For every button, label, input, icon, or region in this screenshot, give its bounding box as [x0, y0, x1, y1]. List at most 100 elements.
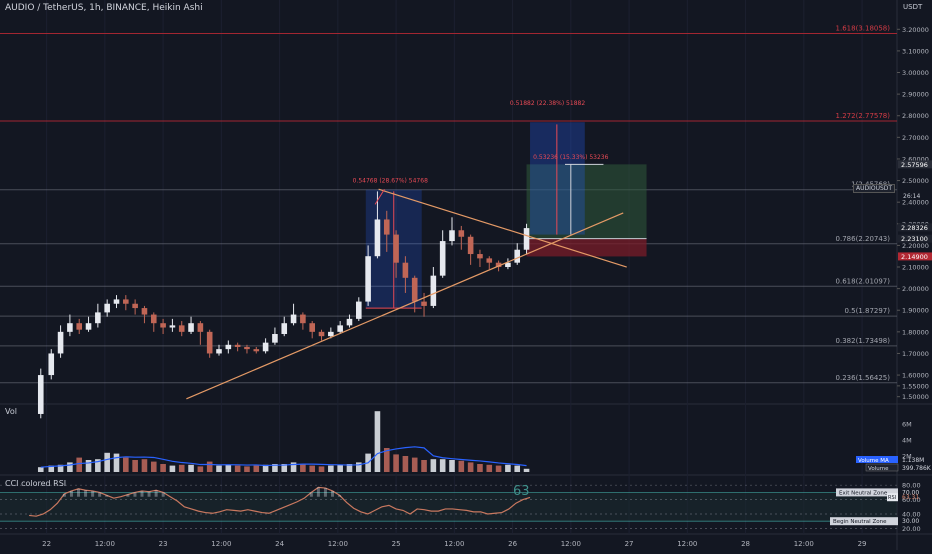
candle-body: [346, 318, 353, 326]
volume-bar: [318, 466, 325, 472]
price-tag-label: 2.23100: [901, 235, 928, 243]
candle-body: [169, 325, 176, 328]
rsi-tag: [887, 493, 898, 502]
candle-body: [356, 301, 362, 319]
volume-tick-label: 4M: [902, 437, 912, 445]
rsi-tick-label: 20.00: [902, 525, 921, 533]
price-tick-label: 2.70000: [902, 134, 929, 142]
ascending-trendline: [186, 212, 624, 400]
fib-level-label: 0.5(1.87297): [844, 307, 890, 315]
volume-ma-line: [40, 446, 527, 468]
rsi-title: CCI colored RSI: [5, 479, 67, 488]
volume-bar: [411, 457, 418, 472]
price-tick-label: 2.60000: [902, 155, 929, 163]
candle-body: [477, 254, 483, 259]
volume-bar: [430, 459, 437, 472]
price-tick-label: 2.40000: [902, 199, 929, 207]
upper-zone-tag: [836, 488, 898, 497]
volume-label: Volume: [868, 466, 889, 472]
candle-body: [95, 312, 101, 324]
price-tag: [898, 234, 932, 243]
volume-bar: [132, 460, 138, 472]
rsi-tick-label: 40.00: [902, 511, 921, 519]
volume-bar: [234, 465, 241, 472]
price-tick-label: 3.00000: [902, 69, 929, 77]
candle-body: [421, 301, 427, 306]
candle-body: [374, 219, 381, 257]
volume-title: Vol: [5, 407, 17, 416]
candle-body: [272, 334, 278, 343]
candle-body: [188, 323, 194, 332]
volume-bar: [495, 465, 502, 472]
volume-panel: 6M 4M 2M Volume MA 1.138M Volume 399.786K: [37, 411, 932, 472]
candle-body: [104, 303, 110, 313]
candle-body: [439, 241, 446, 276]
candle-body: [458, 230, 465, 237]
candle-body: [37, 375, 44, 414]
candle-body: [505, 262, 511, 268]
price-tick-label: 1.55000: [902, 382, 929, 390]
candle-body: [495, 262, 502, 268]
candle-body: [309, 323, 315, 332]
price-tick-label: 1.70000: [902, 350, 929, 358]
candle-body: [123, 299, 129, 304]
volume-ma-label: Volume MA: [858, 458, 889, 464]
time-tick-label: 22: [42, 540, 51, 548]
fib-retracement: 1.618(3.18058)1.272(2.77578)1(2.45768)0.…: [0, 24, 897, 384]
price-tick-label: 1.80000: [902, 328, 929, 336]
time-tick-label: 28: [741, 540, 750, 548]
candle-body: [67, 323, 73, 332]
rsi-value: 63: [513, 484, 530, 499]
volume-bar: [206, 461, 213, 472]
descending-trendline: [378, 188, 627, 268]
candle-body: [216, 349, 222, 354]
time-tick-label: 29: [858, 540, 867, 548]
candle-body: [514, 249, 521, 263]
price-tick-label: 1.50000: [902, 393, 929, 401]
volume-bar: [477, 464, 483, 472]
loss-zone: [526, 238, 647, 257]
volume-bar: [346, 464, 353, 472]
volume-bar: [141, 459, 148, 472]
candle-body: [178, 325, 185, 332]
candle-body: [225, 344, 232, 350]
chart-title: AUDIO / TetherUS, 1h, BINANCE, Heikin As…: [5, 3, 203, 13]
volume-value: 399.786K: [902, 465, 932, 472]
volume-bar: [253, 465, 260, 472]
volume-tag: [865, 463, 899, 472]
volume-bar: [421, 460, 427, 472]
candle-body: [290, 314, 297, 324]
price-tag: [898, 160, 932, 169]
fib-level-label: 0.382(1.73498): [836, 337, 891, 345]
time-tick-label: 12:00: [677, 540, 697, 548]
time-tick-label: 23: [159, 540, 168, 548]
candle-body: [337, 325, 343, 332]
price-tick-label: 3.10000: [902, 47, 929, 55]
time-tick-label: 27: [625, 540, 634, 548]
volume-bar: [225, 464, 232, 472]
upper-zone-label: Exit Neutral Zone: [839, 490, 888, 496]
rsi-panel: 80.00 60.00 40.00 20.00 Exit Neutral Zone 70.…: [0, 482, 921, 533]
time-tick-label: 12:00: [444, 540, 464, 548]
price-tick-label: 2.50000: [902, 177, 929, 185]
volume-tick-label: 6M: [902, 421, 912, 429]
last-price-symbol: AUDIOUSDT: [853, 184, 896, 193]
volume-bar: [467, 462, 474, 472]
volume-bar: [374, 411, 381, 472]
volume-bar: [160, 464, 166, 472]
volume-bar: [37, 467, 44, 472]
candle-body: [393, 234, 399, 263]
rsi-tick-label: 80.00: [902, 482, 921, 490]
volume-bar: [76, 457, 83, 472]
volume-bar: [449, 460, 455, 472]
price-tick-label: 2.80000: [902, 112, 929, 120]
fib-level-label: 0.236(1.56425): [836, 374, 891, 382]
candle-body: [365, 256, 371, 302]
lower-zone-tag: [830, 517, 898, 526]
candle-body: [467, 236, 474, 255]
candle-body: [449, 230, 455, 242]
fib-level-label: 0.786(2.20743): [836, 235, 891, 243]
volume-bar: [486, 464, 493, 472]
volume-bar: [85, 460, 92, 472]
